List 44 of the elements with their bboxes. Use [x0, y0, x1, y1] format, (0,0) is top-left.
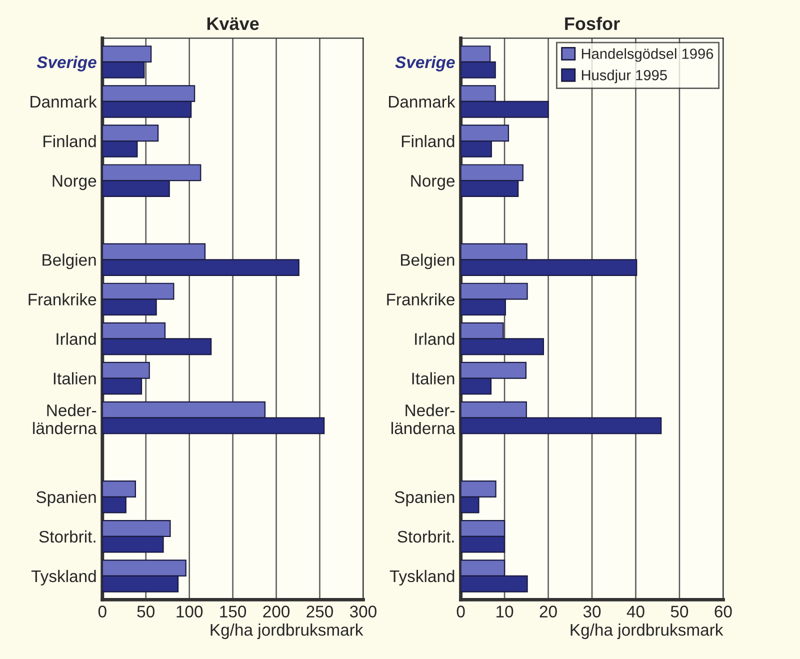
y-tick-label: Norge: [52, 175, 96, 190]
x-tick-label: 50: [137, 606, 154, 618]
x-tick-label: 250: [306, 606, 333, 618]
y-tick-label: Norge: [411, 175, 455, 190]
y-tick-label: Danmark: [30, 95, 97, 108]
x-tick-label: 20: [540, 606, 557, 618]
y-tick-label: Neder- länderna: [33, 404, 97, 434]
legend-label: Husdjur 1995: [582, 70, 667, 84]
legend-label: Handelsgödsel 1996: [582, 48, 714, 62]
y-tick-label: Finland: [44, 134, 96, 148]
x-tick-label: 0: [456, 606, 465, 618]
y-tick-label: Belgien: [42, 254, 96, 270]
y-tick-label: Sverige: [395, 56, 455, 72]
y-tick-label: Irland: [56, 332, 96, 345]
y-tick-label: Frankrike: [387, 293, 455, 306]
y-tick-label: Frankrike: [28, 293, 96, 306]
x-tick-label: 150: [220, 606, 246, 618]
y-tick-label: Belgien: [401, 254, 454, 270]
y-tick-label: Spanien: [394, 490, 454, 506]
y-tick-label: Irland: [415, 332, 454, 345]
y-tick-label: Danmark: [389, 95, 456, 108]
x-tick-label: 200: [263, 606, 290, 618]
y-tick-label: Tyskland: [390, 570, 454, 586]
y-tick-label: Storbrit.: [39, 530, 96, 543]
x-tick-label: 0: [98, 606, 106, 618]
y-tick-label: Italien: [412, 372, 454, 384]
chart-title: Kväve: [207, 17, 259, 30]
x-tick-label: 300: [350, 606, 376, 618]
y-tick-label: Sverige: [36, 56, 96, 72]
x-tick-label: 40: [626, 606, 644, 618]
y-tick-label: Tyskland: [31, 570, 96, 586]
y-tick-label: Italien: [54, 372, 96, 384]
y-tick-label: Spanien: [36, 490, 96, 506]
chart-title: Fosfor: [565, 16, 620, 30]
x-tick-label: 10: [496, 606, 514, 618]
x-tick-label: 100: [176, 606, 203, 618]
y-tick-label: Neder- länderna: [392, 404, 456, 434]
x-tick-label: 30: [583, 606, 601, 618]
x-tick-label: 60: [714, 606, 732, 618]
y-tick-label: Storbrit.: [398, 530, 454, 543]
x-axis-title: Kg/ha jordbruksmark: [210, 624, 364, 640]
x-axis-title: Kg/ha jordbruksmark: [570, 624, 724, 640]
x-tick-label: 50: [670, 606, 688, 618]
y-tick-label: Finland: [402, 134, 454, 148]
